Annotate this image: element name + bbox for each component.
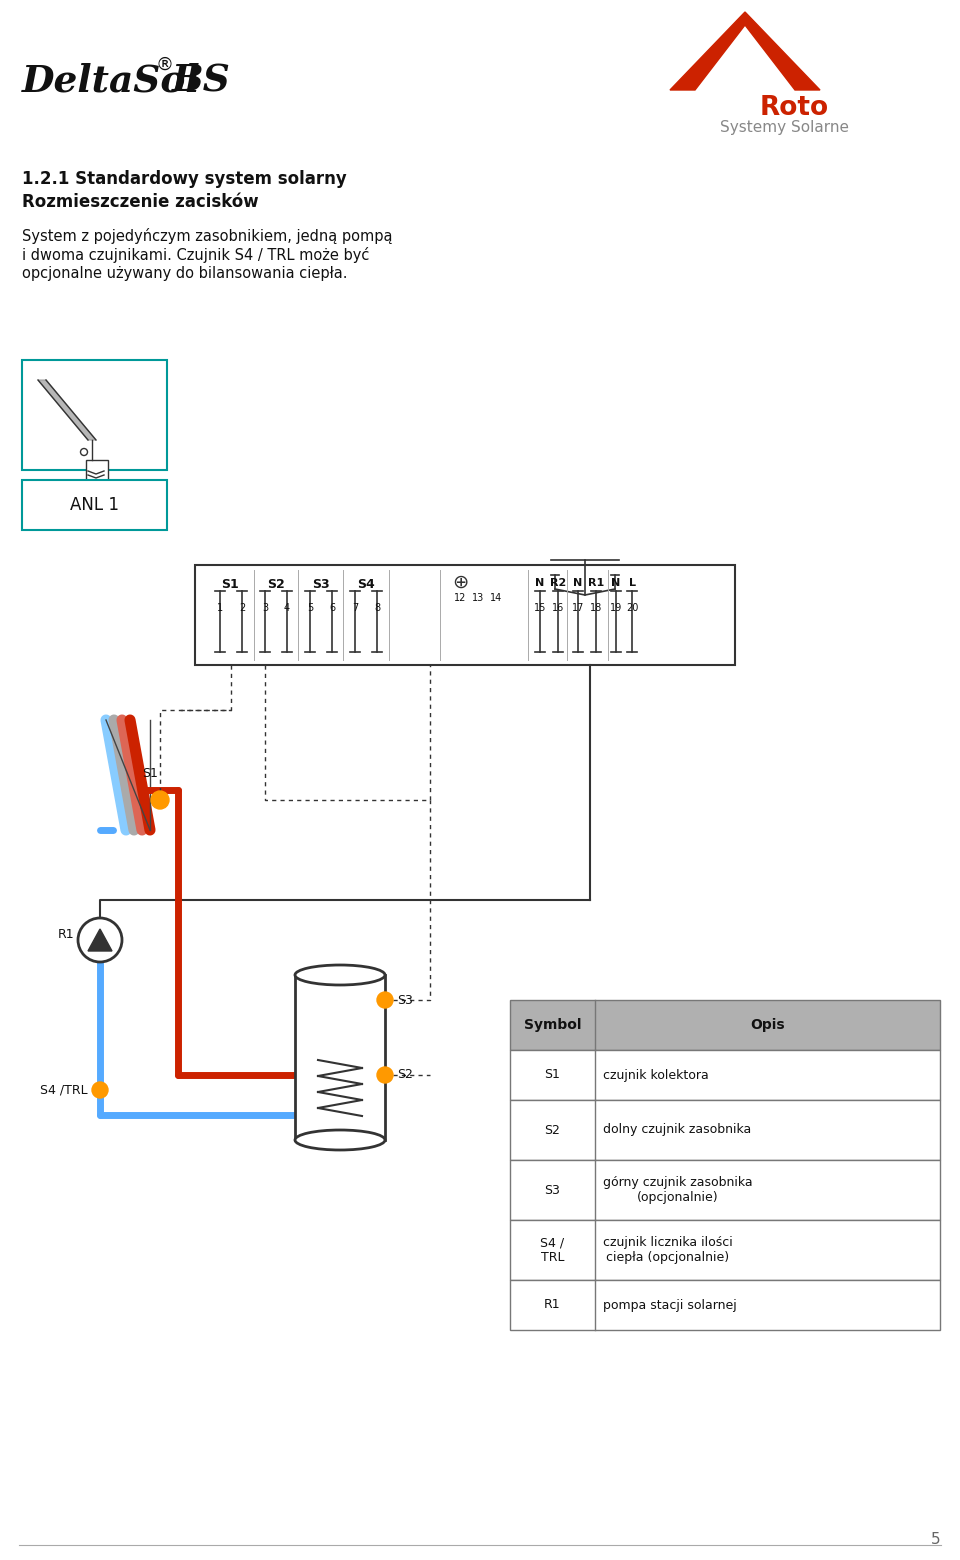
Text: S1: S1 bbox=[142, 768, 158, 780]
Text: 7: 7 bbox=[352, 604, 358, 613]
Text: S1: S1 bbox=[544, 1069, 561, 1081]
Bar bbox=[380, 995, 390, 1005]
Text: N: N bbox=[536, 579, 544, 588]
Text: R1: R1 bbox=[544, 1298, 561, 1312]
Text: 15: 15 bbox=[534, 604, 546, 613]
Polygon shape bbox=[88, 930, 112, 952]
Text: N: N bbox=[612, 579, 620, 588]
Text: S4: S4 bbox=[357, 579, 374, 591]
Text: Symbol: Symbol bbox=[524, 1019, 581, 1033]
Text: Systemy Solarne: Systemy Solarne bbox=[720, 120, 849, 136]
Text: czujnik kolektora: czujnik kolektora bbox=[603, 1069, 708, 1081]
Text: Opis: Opis bbox=[750, 1019, 785, 1033]
Text: pompa stacji solarnej: pompa stacji solarnej bbox=[603, 1298, 736, 1312]
Text: S3: S3 bbox=[312, 579, 330, 591]
Bar bbox=[295, 975, 385, 1140]
Text: 5: 5 bbox=[930, 1532, 940, 1548]
Bar bbox=[510, 1281, 940, 1331]
Text: System z pojedyńczym zasobnikiem, jedną pompą: System z pojedyńczym zasobnikiem, jedną … bbox=[22, 228, 393, 243]
Bar bbox=[510, 1161, 940, 1220]
Text: DeltaSol: DeltaSol bbox=[22, 62, 201, 98]
Text: R1: R1 bbox=[588, 579, 604, 588]
Text: 3: 3 bbox=[262, 604, 268, 613]
Text: 1.2.1 Standardowy system solarny: 1.2.1 Standardowy system solarny bbox=[22, 170, 347, 189]
Text: S2: S2 bbox=[267, 579, 285, 591]
Text: 12: 12 bbox=[454, 593, 467, 604]
Text: Roto: Roto bbox=[760, 95, 829, 122]
Text: ®: ® bbox=[156, 56, 174, 73]
Text: Rozmieszczenie zacisków: Rozmieszczenie zacisków bbox=[22, 193, 258, 211]
Bar bbox=[195, 565, 735, 665]
Bar bbox=[22, 480, 167, 530]
Circle shape bbox=[377, 1067, 393, 1083]
Text: czujnik licznika ilości
ciepła (opcjonalnie): czujnik licznika ilości ciepła (opcjonal… bbox=[603, 1236, 732, 1264]
Text: ANL 1: ANL 1 bbox=[70, 496, 119, 513]
Bar bbox=[22, 360, 167, 470]
Text: BS: BS bbox=[172, 62, 230, 98]
Text: i dwoma czujnikami. Czujnik S4 / TRL może być: i dwoma czujnikami. Czujnik S4 / TRL moż… bbox=[22, 246, 370, 264]
Text: S4 /
TRL: S4 / TRL bbox=[540, 1236, 564, 1264]
Bar bbox=[510, 1050, 940, 1100]
Ellipse shape bbox=[295, 966, 385, 984]
Text: R2: R2 bbox=[550, 579, 566, 588]
Text: ⊕: ⊕ bbox=[452, 573, 468, 591]
Circle shape bbox=[92, 1083, 108, 1098]
Text: 14: 14 bbox=[490, 593, 502, 604]
Polygon shape bbox=[670, 12, 820, 90]
Circle shape bbox=[151, 791, 169, 810]
Bar bbox=[510, 1000, 940, 1050]
Text: górny czujnik zasobnika
(opcjonalnie): górny czujnik zasobnika (opcjonalnie) bbox=[603, 1176, 753, 1204]
Bar bbox=[510, 1100, 940, 1161]
Text: S3: S3 bbox=[544, 1184, 561, 1197]
Text: opcjonalne używany do bilansowania ciepła.: opcjonalne używany do bilansowania ciepł… bbox=[22, 267, 348, 281]
Bar bbox=[95, 1086, 105, 1095]
Text: 18: 18 bbox=[589, 604, 602, 613]
Text: L: L bbox=[629, 579, 636, 588]
Text: 8: 8 bbox=[374, 604, 380, 613]
Ellipse shape bbox=[295, 1129, 385, 1150]
Text: S3: S3 bbox=[397, 994, 413, 1006]
Text: S4 /TRL: S4 /TRL bbox=[40, 1084, 88, 1097]
Text: 5: 5 bbox=[307, 604, 313, 613]
Text: 20: 20 bbox=[626, 604, 638, 613]
Text: 13: 13 bbox=[472, 593, 484, 604]
Text: 1: 1 bbox=[217, 604, 223, 613]
Text: 6: 6 bbox=[329, 604, 335, 613]
Polygon shape bbox=[38, 381, 96, 440]
Text: R1: R1 bbox=[58, 928, 74, 942]
Text: S2: S2 bbox=[397, 1069, 413, 1081]
Bar bbox=[380, 1070, 390, 1080]
Circle shape bbox=[377, 992, 393, 1008]
Text: 4: 4 bbox=[284, 604, 290, 613]
Circle shape bbox=[81, 449, 87, 456]
Bar bbox=[86, 460, 108, 480]
Text: dolny czujnik zasobnika: dolny czujnik zasobnika bbox=[603, 1123, 752, 1137]
Bar bbox=[155, 796, 165, 805]
Bar bbox=[510, 1220, 940, 1281]
Text: 19: 19 bbox=[610, 604, 622, 613]
Text: 17: 17 bbox=[572, 604, 585, 613]
Text: N: N bbox=[573, 579, 583, 588]
Text: S1: S1 bbox=[221, 579, 239, 591]
Text: 16: 16 bbox=[552, 604, 564, 613]
Circle shape bbox=[78, 917, 122, 963]
Text: S2: S2 bbox=[544, 1123, 561, 1137]
Text: 2: 2 bbox=[239, 604, 245, 613]
